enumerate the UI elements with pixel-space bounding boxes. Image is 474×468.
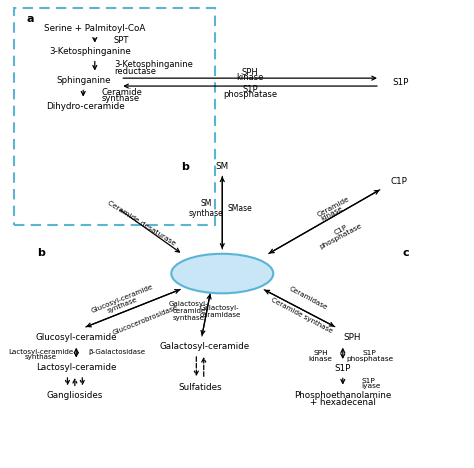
Text: kinase: kinase — [320, 205, 344, 222]
Text: phosphatase: phosphatase — [223, 90, 277, 99]
Text: Galactosyl-
ceramide
synthase: Galactosyl- ceramide synthase — [169, 301, 209, 321]
Text: kinase: kinase — [237, 73, 264, 82]
Text: Ceramide: Ceramide — [102, 88, 143, 97]
Text: SM
synthase: SM synthase — [189, 199, 223, 218]
Text: Galactosyl-
ceramidase: Galactosyl- ceramidase — [199, 305, 241, 318]
Text: SPT: SPT — [113, 36, 129, 45]
Text: b: b — [181, 161, 189, 172]
Text: SPH: SPH — [313, 350, 328, 356]
Text: Lactosyl-ceramide: Lactosyl-ceramide — [8, 349, 73, 355]
Text: C1P: C1P — [390, 177, 407, 186]
Text: S1P: S1P — [242, 85, 258, 94]
Text: 3-Ketosphinganine: 3-Ketosphinganine — [49, 47, 131, 56]
Text: synthase: synthase — [102, 94, 140, 103]
Text: Ceramide: Ceramide — [191, 267, 254, 280]
Text: Ceramide desaturase: Ceramide desaturase — [106, 199, 176, 246]
Text: Galactosyl-ceramide: Galactosyl-ceramide — [160, 342, 250, 351]
Text: Gangliosides: Gangliosides — [46, 391, 103, 401]
Text: phosphatase: phosphatase — [318, 223, 363, 250]
Text: Dihydro-ceramide: Dihydro-ceramide — [46, 102, 125, 111]
Text: S1P: S1P — [363, 350, 377, 356]
Text: S1P: S1P — [361, 378, 375, 384]
Text: C1P: C1P — [333, 224, 348, 236]
Text: kinase: kinase — [309, 356, 332, 362]
Text: a: a — [26, 14, 34, 24]
Text: synthase: synthase — [25, 354, 56, 360]
Text: reductase: reductase — [115, 66, 157, 76]
Text: SPH: SPH — [343, 333, 361, 342]
Text: SM: SM — [216, 162, 229, 171]
Text: SPH: SPH — [242, 67, 258, 77]
Text: Ceramidase: Ceramidase — [288, 285, 328, 311]
Text: phosphatase: phosphatase — [346, 356, 393, 362]
Text: + hexadecenal: + hexadecenal — [310, 398, 376, 407]
Text: Glucosyl-ceramide: Glucosyl-ceramide — [36, 333, 117, 342]
Bar — [14, 8, 215, 225]
Text: b: b — [37, 248, 46, 257]
Text: S1P: S1P — [335, 365, 351, 373]
Text: Glucosyl-ceramide: Glucosyl-ceramide — [91, 284, 155, 314]
Text: 3-Ketosphinganine: 3-Ketosphinganine — [115, 60, 193, 69]
Text: Serine + Palmitoyl-CoA: Serine + Palmitoyl-CoA — [44, 24, 146, 33]
Text: Phosphoethanolamine: Phosphoethanolamine — [294, 391, 392, 401]
Text: Ceramide: Ceramide — [317, 196, 351, 218]
Text: Sulfatides: Sulfatides — [178, 383, 222, 392]
Text: Lactosyl-ceramide: Lactosyl-ceramide — [36, 364, 117, 373]
Text: Sphinganine: Sphinganine — [56, 76, 110, 85]
Text: SMase: SMase — [228, 204, 252, 213]
Text: β-Galactosidase: β-Galactosidase — [88, 349, 145, 355]
Text: Ceramide synthase: Ceramide synthase — [270, 297, 334, 334]
Text: S1P: S1P — [392, 78, 409, 87]
Text: synthase: synthase — [107, 296, 138, 314]
Text: Glucocerobrosidase: Glucocerobrosidase — [112, 304, 180, 336]
Text: c: c — [402, 248, 409, 257]
Text: lyase: lyase — [361, 383, 381, 389]
Ellipse shape — [171, 254, 273, 293]
